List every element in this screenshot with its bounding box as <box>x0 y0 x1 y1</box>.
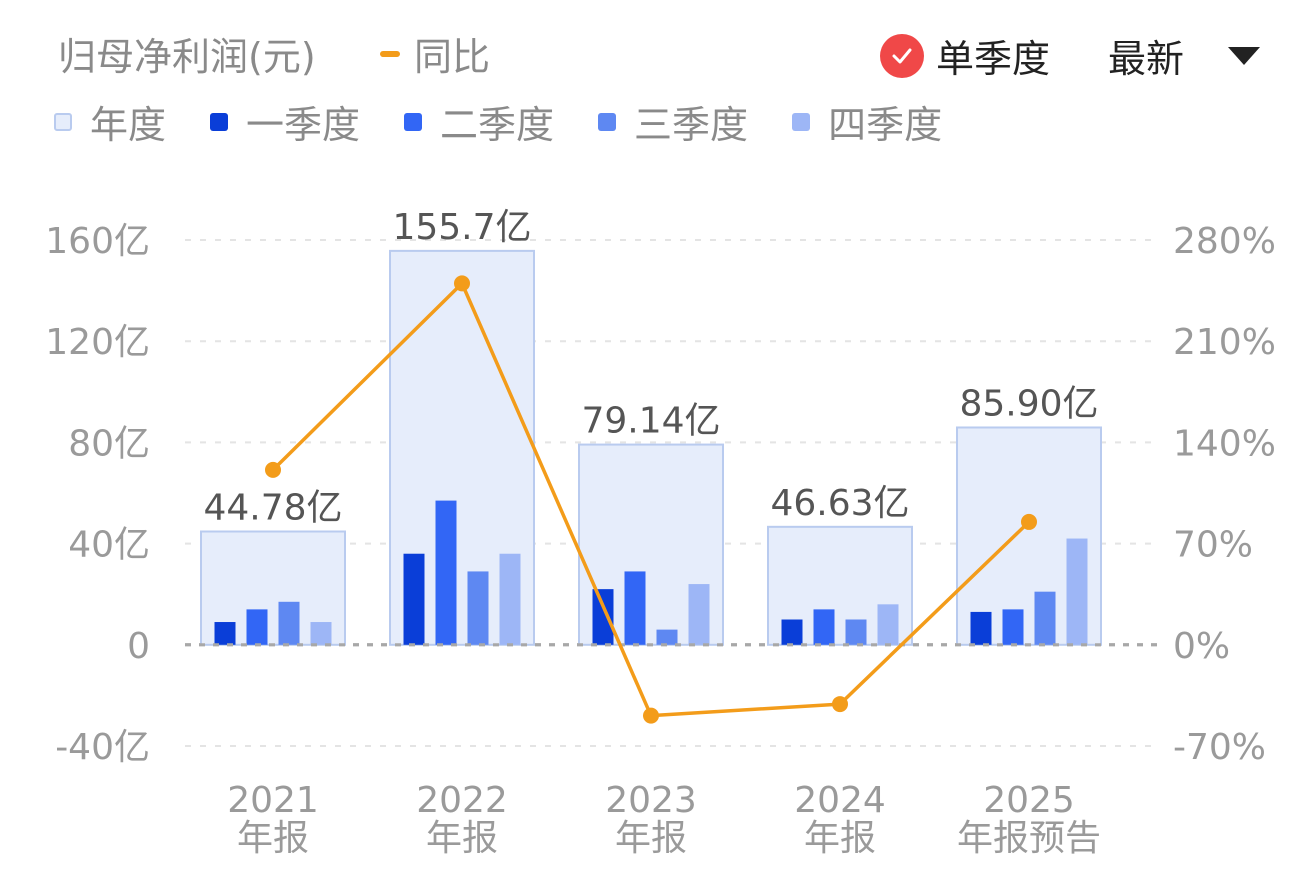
yoy-point <box>1021 513 1037 530</box>
legend-item-annual[interactable]: 年度 <box>54 94 166 149</box>
yoy-legend-label: 同比 <box>414 35 491 79</box>
quarter-bar <box>877 604 899 645</box>
quarter-bar <box>310 622 332 645</box>
quarter-bar <box>435 500 457 645</box>
quarter-bar <box>1002 609 1024 645</box>
y-left-tick-label: 80亿 <box>68 423 150 464</box>
quarter-bar <box>499 553 521 645</box>
q4-swatch-icon <box>792 112 811 131</box>
quarter-bar <box>467 571 489 645</box>
q2-swatch-icon <box>404 112 423 131</box>
chart-title: 归母净利润(元) <box>58 35 316 79</box>
y-left-tick-label: 0 <box>127 626 150 667</box>
yoy-point <box>265 461 281 478</box>
x-tick-label: 2021 <box>227 780 319 821</box>
y-right-tick-label: 210% <box>1173 322 1276 363</box>
yoy-point <box>643 707 659 724</box>
y-left-tick-label: 160亿 <box>45 221 150 262</box>
quarter-bar <box>970 611 992 645</box>
quarter-bar <box>214 622 236 645</box>
chart-legend: 年度 一季度 二季度 三季度 四季度 <box>54 94 986 149</box>
annual-value-label: 155.7亿 <box>392 207 531 248</box>
legend-label-q1: 一季度 <box>246 103 361 147</box>
x-tick-label: 2025 <box>983 780 1075 821</box>
legend-label-q4: 四季度 <box>828 103 943 147</box>
yoy-legend: 同比 <box>380 26 490 81</box>
x-tick-label: 年报 <box>804 818 876 859</box>
annual-value-label: 44.78亿 <box>203 488 342 529</box>
single-quarter-toggle[interactable]: 单季度 <box>880 28 1050 83</box>
yoy-line-icon <box>380 50 400 57</box>
annual-value-label: 85.90亿 <box>959 383 1098 424</box>
quarter-bar <box>656 629 678 645</box>
x-tick-label: 2022 <box>416 780 508 821</box>
x-tick-label: 年报预告 <box>957 818 1101 859</box>
y-left-tick-label: -40亿 <box>55 727 150 768</box>
y-left-tick-label: 120亿 <box>45 322 150 363</box>
annual-value-label: 46.63亿 <box>770 483 909 524</box>
quarter-bar <box>1034 591 1056 645</box>
legend-label-annual: 年度 <box>90 103 167 147</box>
x-tick-label: 2023 <box>605 780 697 821</box>
q1-swatch-icon <box>210 112 229 131</box>
y-right-tick-label: 280% <box>1173 221 1276 262</box>
quarter-bar <box>246 609 268 645</box>
legend-item-q1[interactable]: 一季度 <box>210 94 360 149</box>
quarter-bar <box>688 584 710 645</box>
quarter-bar <box>845 619 867 645</box>
check-circle-icon <box>880 33 924 78</box>
legend-label-q3: 三季度 <box>634 103 749 147</box>
toggle-label: 单季度 <box>936 37 1051 81</box>
legend-item-q2[interactable]: 二季度 <box>404 94 554 149</box>
x-tick-label: 年报 <box>237 818 309 859</box>
quarter-bar <box>624 571 646 645</box>
legend-item-q3[interactable]: 三季度 <box>598 94 748 149</box>
yoy-point <box>454 275 470 292</box>
y-left-tick-label: 40亿 <box>68 525 150 566</box>
caret-down-icon <box>1228 46 1261 65</box>
quarter-bar <box>813 609 835 645</box>
y-right-tick-label: 140% <box>1173 423 1276 464</box>
legend-label-q2: 二季度 <box>440 103 555 147</box>
quarter-bar <box>278 601 300 645</box>
quarter-bar <box>403 553 425 645</box>
y-right-tick-label: 0% <box>1173 626 1230 667</box>
period-select[interactable]: 最新 <box>1108 28 1261 83</box>
annual-swatch-icon <box>54 112 72 131</box>
annual-value-label: 79.14亿 <box>581 401 720 442</box>
y-right-tick-label: 70% <box>1173 525 1253 566</box>
quarter-bar <box>1066 538 1088 645</box>
x-tick-label: 年报 <box>615 818 687 859</box>
chart-header: 归母净利润(元) 同比 单季度 最新 年度 一季度 二季度 三季度 <box>0 0 1316 160</box>
x-tick-label: 年报 <box>426 818 498 859</box>
q3-swatch-icon <box>598 112 617 131</box>
x-tick-label: 2024 <box>794 780 886 821</box>
yoy-point <box>832 696 848 713</box>
quarter-bar <box>592 589 614 645</box>
y-right-tick-label: -70% <box>1173 727 1266 768</box>
legend-item-q4[interactable]: 四季度 <box>792 94 942 149</box>
select-label: 最新 <box>1108 37 1185 81</box>
quarter-bar <box>781 619 803 645</box>
